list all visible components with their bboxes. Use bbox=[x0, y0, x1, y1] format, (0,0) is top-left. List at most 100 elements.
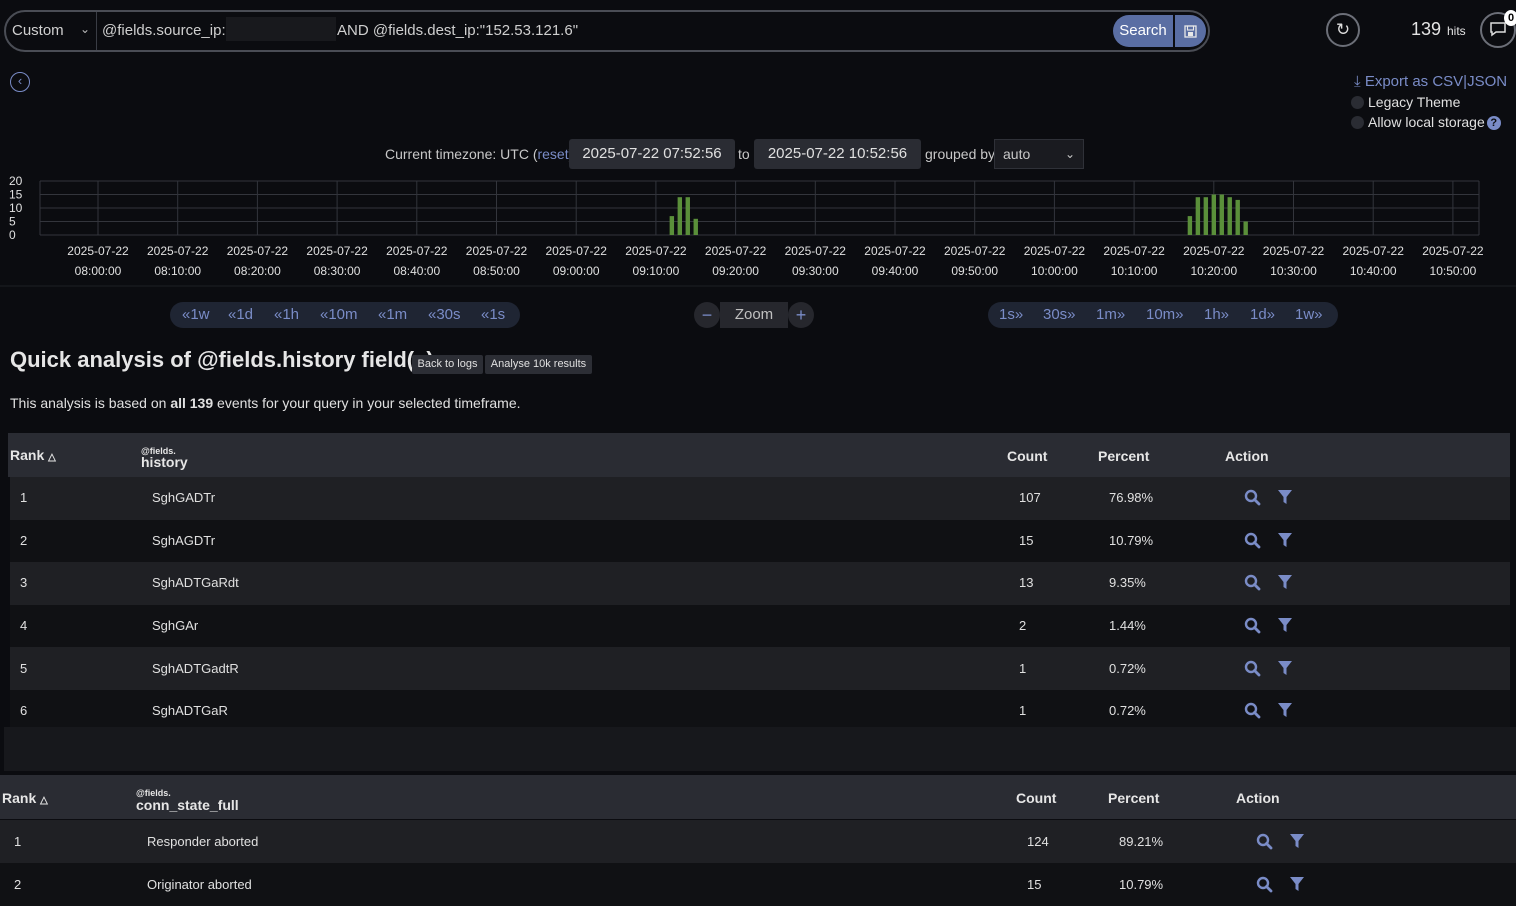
x-tick-time: 09:20:00 bbox=[712, 264, 759, 278]
filter-icon[interactable] bbox=[1277, 489, 1293, 509]
save-query-button[interactable] bbox=[1175, 15, 1206, 47]
query-type-select[interactable]: Custom bbox=[12, 22, 64, 39]
filter-icon[interactable] bbox=[1289, 833, 1305, 853]
histogram-bar[interactable] bbox=[693, 218, 698, 235]
legacy-theme-radio[interactable] bbox=[1351, 96, 1364, 109]
histogram-bar[interactable] bbox=[1195, 197, 1201, 235]
histogram-bar[interactable] bbox=[1243, 221, 1248, 236]
hits-label: hits bbox=[1447, 24, 1466, 38]
grouped-by-select[interactable]: auto ⌄ bbox=[994, 139, 1084, 169]
y-tick-label: 20 bbox=[9, 174, 23, 188]
histogram-bar[interactable] bbox=[1203, 197, 1209, 235]
search-icon[interactable] bbox=[1244, 574, 1261, 594]
filter-icon[interactable] bbox=[1277, 702, 1293, 722]
zoom-forward-1m-button[interactable]: 1m» bbox=[1096, 306, 1126, 323]
query-input[interactable]: @fields.source_ip: bbox=[102, 22, 226, 39]
rank-column-header[interactable]: Rank △ bbox=[2, 790, 48, 806]
value-cell: SghADTGaRdt bbox=[152, 575, 239, 591]
help-icon[interactable]: ? bbox=[1486, 116, 1501, 130]
x-tick-time: 09:30:00 bbox=[792, 264, 839, 278]
analyse-10k-button[interactable]: Analyse 10k results bbox=[485, 355, 592, 374]
chevron-down-icon: ⌄ bbox=[1064, 147, 1075, 161]
query-input-continued[interactable]: AND @fields.dest_ip:"152.53.121.6" bbox=[337, 22, 579, 39]
zoom-forward-1s-button[interactable]: 1s» bbox=[999, 306, 1024, 323]
x-tick-time: 10:10:00 bbox=[1111, 264, 1158, 278]
search-button[interactable]: Search bbox=[1113, 15, 1173, 47]
zoom-back-1w-button[interactable]: «1w bbox=[182, 306, 210, 323]
histogram-bar[interactable] bbox=[1211, 194, 1216, 236]
field-column-header[interactable]: conn_state_full bbox=[136, 797, 239, 813]
histogram-bar[interactable] bbox=[669, 216, 675, 235]
x-tick-time: 08:20:00 bbox=[234, 264, 281, 278]
value-cell: SghADTGadtR bbox=[152, 660, 239, 676]
x-tick-date: 2025-07-22 bbox=[466, 244, 528, 258]
zoom-forward-30s-button[interactable]: 30s» bbox=[1043, 306, 1076, 323]
table-conn-state-header: Rank △ @fields. conn_state_full Count Pe… bbox=[0, 775, 1516, 819]
filter-icon[interactable] bbox=[1277, 617, 1293, 637]
rank-header-label: Rank bbox=[2, 790, 37, 806]
zoom-back-1m-button[interactable]: «1m bbox=[378, 306, 408, 323]
field-column-header[interactable]: history bbox=[141, 454, 188, 470]
zoom-in-button[interactable]: + bbox=[788, 302, 814, 328]
zoom-forward-10m-button[interactable]: 10m» bbox=[1146, 306, 1184, 323]
refresh-button[interactable]: ↻ bbox=[1326, 13, 1360, 47]
histogram-bar[interactable] bbox=[1219, 194, 1224, 236]
histogram-bar[interactable] bbox=[677, 197, 683, 235]
count-column-header[interactable]: Count bbox=[1016, 790, 1057, 806]
search-icon[interactable] bbox=[1244, 532, 1261, 552]
x-tick-time: 08:40:00 bbox=[393, 264, 440, 278]
chevron-down-icon[interactable]: ⌄ bbox=[80, 22, 91, 36]
filter-icon[interactable] bbox=[1289, 876, 1305, 896]
percent-column-header[interactable]: Percent bbox=[1108, 790, 1160, 806]
search-icon[interactable] bbox=[1244, 702, 1261, 722]
timezone-prefix: Current timezone: UTC ( bbox=[385, 146, 538, 162]
local-storage-label: Allow local storage bbox=[1368, 114, 1485, 130]
x-tick-date: 2025-07-22 bbox=[147, 244, 209, 258]
x-tick-time: 09:50:00 bbox=[951, 264, 998, 278]
search-icon[interactable] bbox=[1244, 617, 1261, 637]
zoom-back-10m-button[interactable]: «10m bbox=[320, 306, 358, 323]
search-icon[interactable] bbox=[1256, 833, 1273, 853]
zoom-forward-1d-button[interactable]: 1d» bbox=[1250, 306, 1276, 323]
zoom-back-1s-button[interactable]: «1s bbox=[481, 306, 506, 323]
histogram-bar[interactable] bbox=[685, 197, 690, 235]
table-row: 3 SghADTGaRdt 13 9.35% bbox=[10, 562, 1510, 605]
timezone-reset-link[interactable]: reset bbox=[537, 146, 569, 162]
hits-count: 139 bbox=[1411, 19, 1442, 39]
x-tick-time: 09:40:00 bbox=[872, 264, 919, 278]
zoom-forward-1w-button[interactable]: 1w» bbox=[1295, 306, 1323, 323]
table-row: 6 SghADTGaR 1 0.72% bbox=[10, 690, 1510, 733]
x-tick-date: 2025-07-22 bbox=[227, 244, 289, 258]
search-icon[interactable] bbox=[1256, 876, 1273, 896]
rank-cell: 3 bbox=[20, 575, 28, 591]
local-storage-toggle[interactable]: Allow local storage? bbox=[1351, 114, 1501, 130]
zoom-back-30s-button[interactable]: «30s bbox=[428, 306, 461, 323]
local-storage-radio[interactable] bbox=[1351, 116, 1364, 129]
zoom-back-1h-button[interactable]: «1h bbox=[274, 306, 300, 323]
filter-icon[interactable] bbox=[1277, 660, 1293, 680]
histogram-bar[interactable] bbox=[1187, 216, 1193, 235]
percent-cell: 1.44% bbox=[1109, 618, 1146, 634]
rank-column-header[interactable]: Rank △ bbox=[10, 447, 56, 463]
zoom-out-button[interactable]: − bbox=[694, 302, 720, 328]
filter-icon[interactable] bbox=[1277, 532, 1293, 552]
from-date-input[interactable]: 2025-07-22 07:52:56 bbox=[569, 139, 735, 169]
x-tick-date: 2025-07-22 bbox=[1263, 244, 1325, 258]
to-date-input[interactable]: 2025-07-22 10:52:56 bbox=[754, 139, 921, 169]
export-link[interactable]: ⤓ Export as CSV|JSON bbox=[1354, 73, 1507, 90]
filter-icon[interactable] bbox=[1277, 574, 1293, 594]
histogram-bar[interactable] bbox=[1227, 197, 1232, 235]
collapse-sidebar-button[interactable]: ‹ bbox=[10, 72, 30, 92]
zoom-back-1d-button[interactable]: «1d bbox=[228, 306, 254, 323]
zoom-forward-1h-button[interactable]: 1h» bbox=[1204, 306, 1230, 323]
back-to-logs-button[interactable]: Back to logs bbox=[412, 355, 483, 374]
search-icon[interactable] bbox=[1244, 660, 1261, 680]
search-icon[interactable] bbox=[1244, 489, 1261, 509]
count-column-header[interactable]: Count bbox=[1007, 448, 1048, 464]
histogram-bar[interactable] bbox=[1235, 199, 1240, 235]
count-cell: 2 bbox=[1019, 618, 1027, 634]
percent-column-header[interactable]: Percent bbox=[1098, 448, 1150, 464]
legacy-theme-toggle[interactable]: Legacy Theme bbox=[1351, 94, 1460, 110]
chat-button[interactable] bbox=[1480, 12, 1516, 48]
